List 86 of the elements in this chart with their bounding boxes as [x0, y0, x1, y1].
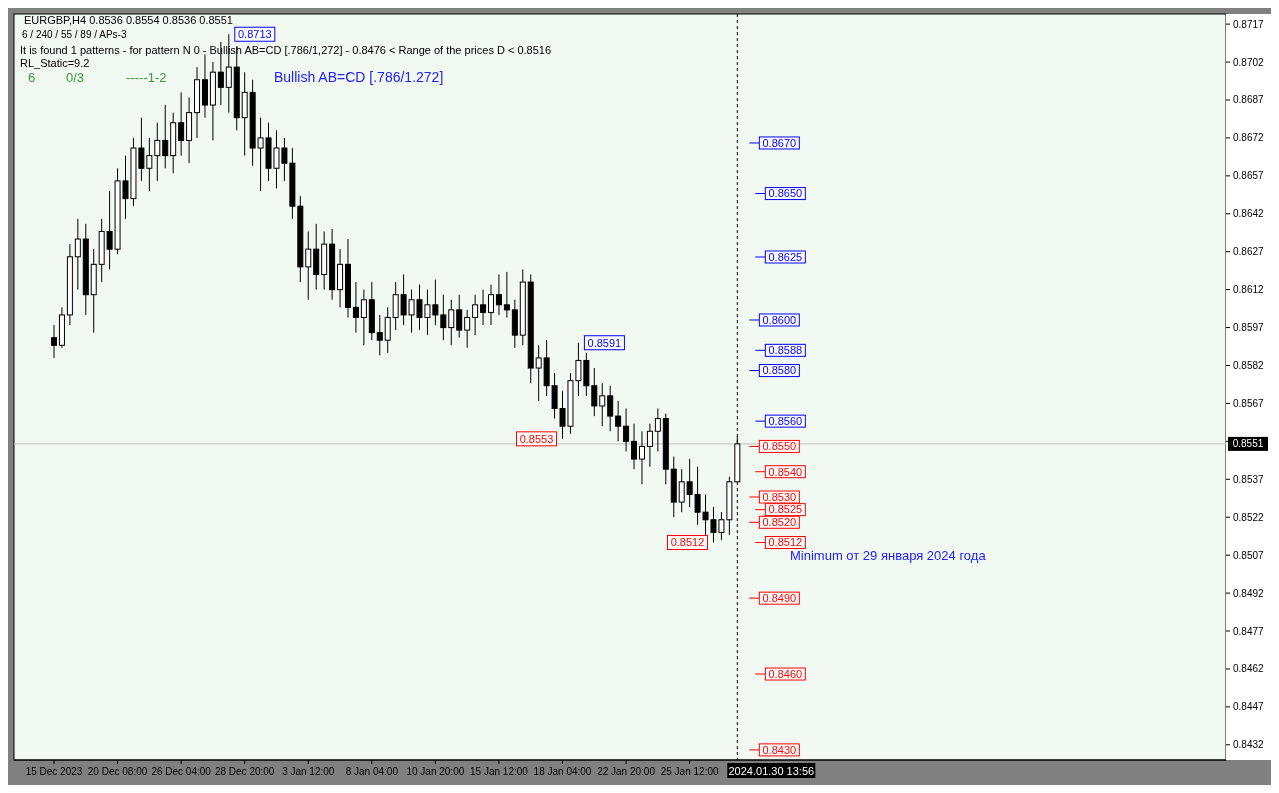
candlestick [607, 385, 614, 432]
y-tick-label: 0.8657 [1233, 170, 1265, 182]
candlestick [305, 230, 312, 301]
candlestick [74, 218, 81, 291]
annotation: 0.8588 [768, 344, 803, 357]
candlestick [464, 309, 471, 349]
annotation: 0.8525 [768, 503, 803, 516]
x-tick-label: 15 Jan 12:00 [470, 766, 529, 777]
annotation: 0.8512 [768, 536, 803, 549]
y-tick-label: 0.8612 [1233, 284, 1265, 296]
ref-line-label: 0.8551 [1232, 438, 1264, 450]
y-tick-label: 0.8627 [1233, 246, 1265, 258]
candlestick [480, 289, 487, 326]
candlestick [376, 314, 383, 356]
candlestick [448, 299, 455, 346]
y-tick-label: 0.8492 [1233, 587, 1265, 599]
y-tick-label: 0.8597 [1233, 322, 1265, 334]
annotation: 0.8650 [768, 187, 803, 200]
candlestick [615, 400, 622, 442]
annotation: 0.8540 [768, 465, 803, 478]
annotation: 6 / 240 / 55 / 89 / APs-3 [22, 29, 127, 40]
annotation: 0.8550 [762, 440, 797, 453]
annotation: 0.8512 [670, 536, 705, 549]
y-tick-label: 0.8687 [1233, 94, 1265, 106]
annotation: 0.8520 [762, 516, 797, 529]
annotation: -----1-2 [126, 70, 167, 85]
y-tick-label: 0.8642 [1233, 208, 1265, 220]
text: 2024.01.30 13:56 [728, 764, 815, 777]
annotation: 0/3 [66, 70, 85, 85]
annotation: 0.8591 [587, 336, 622, 349]
candlestick [162, 104, 169, 169]
y-tick-label: 0.8507 [1233, 549, 1265, 561]
text: 6 [28, 70, 36, 85]
annotation: 0.8600 [762, 313, 797, 326]
annotation: 0.8530 [762, 490, 797, 503]
candlestick [488, 284, 495, 326]
annotation: Minimum от 29 января 2024 года [790, 548, 987, 563]
x-tick-label: 18 Jan 04:00 [533, 766, 592, 777]
x-tick-label: 22 Jan 20:00 [597, 766, 656, 777]
x-tick-label: 10 Jan 20:00 [406, 766, 465, 777]
annotation: 0.8713 [237, 28, 272, 41]
y-tick-label: 0.8537 [1233, 473, 1265, 485]
y-tick-label: 0.8567 [1233, 397, 1265, 409]
y-tick-label: 0.8582 [1233, 360, 1265, 372]
annotation: 0.8430 [762, 743, 797, 756]
candlestick [638, 430, 645, 485]
candlestick [178, 91, 185, 157]
candlestick [51, 324, 57, 359]
y-tick-label: 0.8477 [1233, 625, 1265, 637]
annotation: 0.8553 [519, 432, 554, 445]
candlestick [631, 423, 638, 470]
candlestick [646, 423, 653, 468]
annotation: 0.8580 [762, 364, 797, 377]
candlestick [599, 382, 606, 427]
y-tick-label: 0.8447 [1233, 701, 1265, 713]
x-tick-label: 25 Jan 12:00 [660, 766, 719, 777]
candlestick [456, 294, 463, 339]
y-tick-label: 0.8672 [1233, 132, 1265, 144]
x-tick-label: 28 Dec 20:00 [214, 766, 275, 777]
candlestick [623, 407, 630, 452]
y-tick-label: 0.8717 [1233, 18, 1265, 30]
candlestick [654, 407, 661, 452]
candlestick [360, 289, 367, 346]
x-tick-label: 20 Dec 08:00 [87, 766, 148, 777]
x-tick-label: 8 Jan 04:00 [345, 766, 399, 777]
annotation: 0.8560 [768, 414, 803, 427]
x-tick-label: 15 Dec 2023 [25, 766, 83, 777]
candlestick [495, 273, 502, 316]
annotation: 0.8625 [768, 250, 803, 263]
y-tick-label: 0.8702 [1233, 56, 1265, 68]
annotation: RL_Static=9.2 [20, 57, 90, 69]
candlestick [352, 281, 359, 334]
candlestick [503, 271, 510, 318]
annotation: Bullish AB=CD [.786/1.272] [274, 69, 444, 85]
y-tick-label: 0.8462 [1233, 663, 1265, 675]
candlestick [154, 122, 161, 182]
annotation: 0.8670 [762, 136, 797, 149]
candlestick [472, 294, 479, 336]
annotation: 0.8460 [768, 667, 803, 680]
chart-title: EURGBP,H4 0.8536 0.8554 0.8536 0.8551 [24, 14, 233, 26]
candlestick [384, 306, 391, 354]
y-tick-label: 0.8522 [1233, 511, 1265, 523]
x-tick-label: 26 Dec 04:00 [151, 766, 212, 777]
annotation: 0.8490 [762, 592, 797, 605]
y-tick-label: 0.8432 [1233, 739, 1265, 751]
x-tick-label: 3 Jan 12:00 [282, 766, 335, 777]
